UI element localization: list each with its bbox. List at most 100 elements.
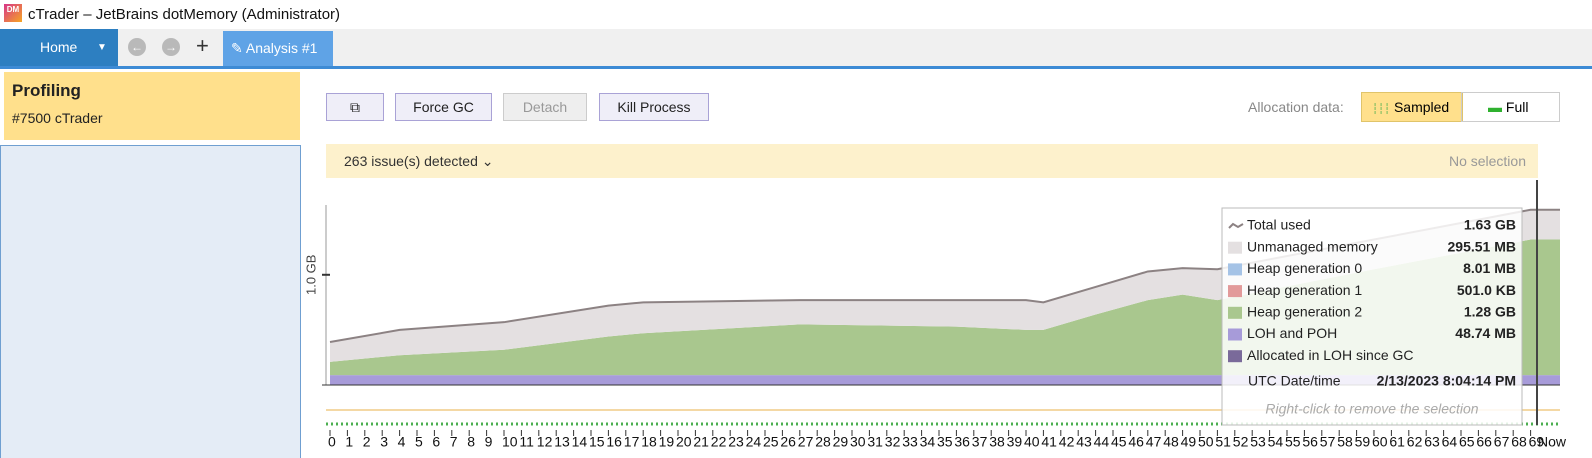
x-tick-label: 47 [1146, 434, 1162, 450]
tooltip-hint: Right-click to remove the selection [1265, 401, 1478, 417]
snapshot-button[interactable]: ⧉ [326, 93, 384, 121]
issues-text[interactable]: 263 issue(s) detected ⌄ [344, 153, 494, 169]
x-tick-label: 6 [432, 434, 440, 450]
x-tick-label: 3 [380, 434, 388, 450]
legend-name: Unmanaged memory [1247, 238, 1378, 254]
x-tick-label: 62 [1407, 434, 1423, 450]
home-dropdown[interactable]: ▼ [97, 42, 107, 53]
legend-name: Heap generation 2 [1247, 304, 1362, 320]
x-tick-label: 25 [763, 434, 779, 450]
x-tick-label: 21 [693, 434, 709, 450]
legend-name: Allocated in LOH since GC [1247, 347, 1414, 363]
x-tick-label: 26 [780, 434, 796, 450]
add-button[interactable]: + [196, 33, 209, 58]
legend-swatch [1228, 263, 1242, 276]
tab-underline [0, 66, 1592, 69]
legend-value: 1.63 GB [1464, 217, 1516, 233]
x-tick-label: 33 [902, 434, 918, 450]
home-label: Home [40, 39, 78, 55]
x-tick-label: 69 [1529, 434, 1545, 450]
sessions-panel [0, 145, 301, 458]
full-label: Full [1505, 99, 1529, 115]
title-bar: DM cTrader – JetBrains dotMemory (Admini… [0, 0, 1592, 29]
x-tick-label: 28 [815, 434, 831, 450]
detach-button[interactable]: Detach [503, 93, 587, 121]
x-tick-label: 39 [1007, 434, 1023, 450]
edit-icon: ✎ [231, 40, 243, 56]
x-tick-label: 36 [954, 434, 970, 450]
memory-area [330, 209, 1560, 362]
now-label: Now [1538, 434, 1567, 450]
legend-name: LOH and POH [1247, 325, 1337, 341]
x-tick-label: 41 [1041, 434, 1057, 450]
x-tick-label: 32 [885, 434, 901, 450]
legend-name: Heap generation 0 [1247, 260, 1362, 276]
x-tick-label: 64 [1442, 434, 1458, 450]
analysis-label: Analysis #1 [245, 40, 318, 56]
x-tick-label: 31 [867, 434, 883, 450]
legend-value: 8.01 MB [1463, 260, 1516, 276]
x-tick-label: 5 [415, 434, 423, 450]
x-tick-label: 34 [920, 434, 936, 450]
allocation-label: Allocation data: [1248, 99, 1344, 115]
x-tick-label: 49 [1181, 434, 1197, 450]
x-tick-label: 44 [1094, 434, 1110, 450]
x-tick-label: 10 [502, 434, 518, 450]
x-tick-label: 1 [345, 434, 353, 450]
x-tick-label: 17 [624, 434, 640, 450]
x-tick-label: 56 [1302, 434, 1318, 450]
x-tick-label: 67 [1494, 434, 1510, 450]
selection-text: No selection [1448, 153, 1526, 169]
session-card[interactable]: Profiling #7500 cTrader [4, 72, 300, 140]
force-gc-button[interactable]: Force GC [395, 93, 492, 121]
issues-bar: 263 issue(s) detected ⌄ No selection [326, 144, 1538, 178]
x-tick-label: 40 [1024, 434, 1040, 450]
x-tick-label: 18 [641, 434, 657, 450]
home-tab[interactable]: Home ▼ [0, 29, 118, 66]
kill-process-button[interactable]: Kill Process [599, 93, 709, 121]
date-label: UTC Date/time [1248, 373, 1341, 389]
x-tick-label: 11 [519, 434, 534, 450]
tooltip: Total used 1.63 GB Unmanaged memory 295.51 … [1221, 207, 1523, 426]
x-tick-label: 54 [1268, 434, 1284, 450]
forward-button[interactable]: → [162, 38, 180, 56]
x-tick-label: 15 [589, 434, 605, 450]
x-tick-label: 12 [537, 434, 553, 450]
x-tick-label: 30 [850, 434, 866, 450]
x-tick-label: 65 [1459, 434, 1475, 450]
x-tick-label: 9 [485, 434, 493, 450]
x-tick-label: 42 [1059, 434, 1075, 450]
legend-value: 501.0 KB [1457, 282, 1516, 298]
x-tick-label: 20 [676, 434, 692, 450]
x-tick-label: 58 [1337, 434, 1353, 450]
x-tick-label: 63 [1424, 434, 1440, 450]
x-tick-label: 24 [746, 434, 762, 450]
tooltip-box [1221, 207, 1523, 426]
x-tick-label: 48 [1163, 434, 1179, 450]
sampled-toggle[interactable]: ┆┆┆ Sampled [1361, 92, 1463, 122]
legend-value: 295.51 MB [1448, 238, 1516, 254]
x-tick-label: 55 [1285, 434, 1301, 450]
back-button[interactable]: ← [128, 38, 146, 56]
legend-swatch [1228, 328, 1242, 341]
y-tick-label: 1.0 GB [303, 255, 318, 295]
x-tick-label: 37 [972, 434, 988, 450]
issues-count: 263 issue(s) detected [344, 153, 478, 169]
full-toggle[interactable]: ▬ Full [1461, 92, 1560, 122]
legend-value: 48.74 MB [1455, 325, 1516, 341]
legend-swatch [1228, 241, 1242, 254]
date-value: 2/13/2023 8:04:14 PM [1377, 373, 1516, 389]
session-title: Profiling [12, 81, 81, 100]
legend-swatch [1228, 306, 1242, 319]
sampled-label: Sampled [1393, 99, 1450, 115]
x-tick-label: 52 [1233, 434, 1249, 450]
x-tick-label: 53 [1250, 434, 1266, 450]
analysis-tab[interactable]: ✎ Analysis #1 [223, 31, 333, 66]
x-tick-label: 13 [554, 434, 570, 450]
legend-swatch [1228, 285, 1242, 298]
x-tick-label: 68 [1511, 434, 1527, 450]
tab-bar: Home ▼ ← → + ✎ Analysis #1 [0, 29, 1592, 66]
x-tick-label: 46 [1128, 434, 1144, 450]
